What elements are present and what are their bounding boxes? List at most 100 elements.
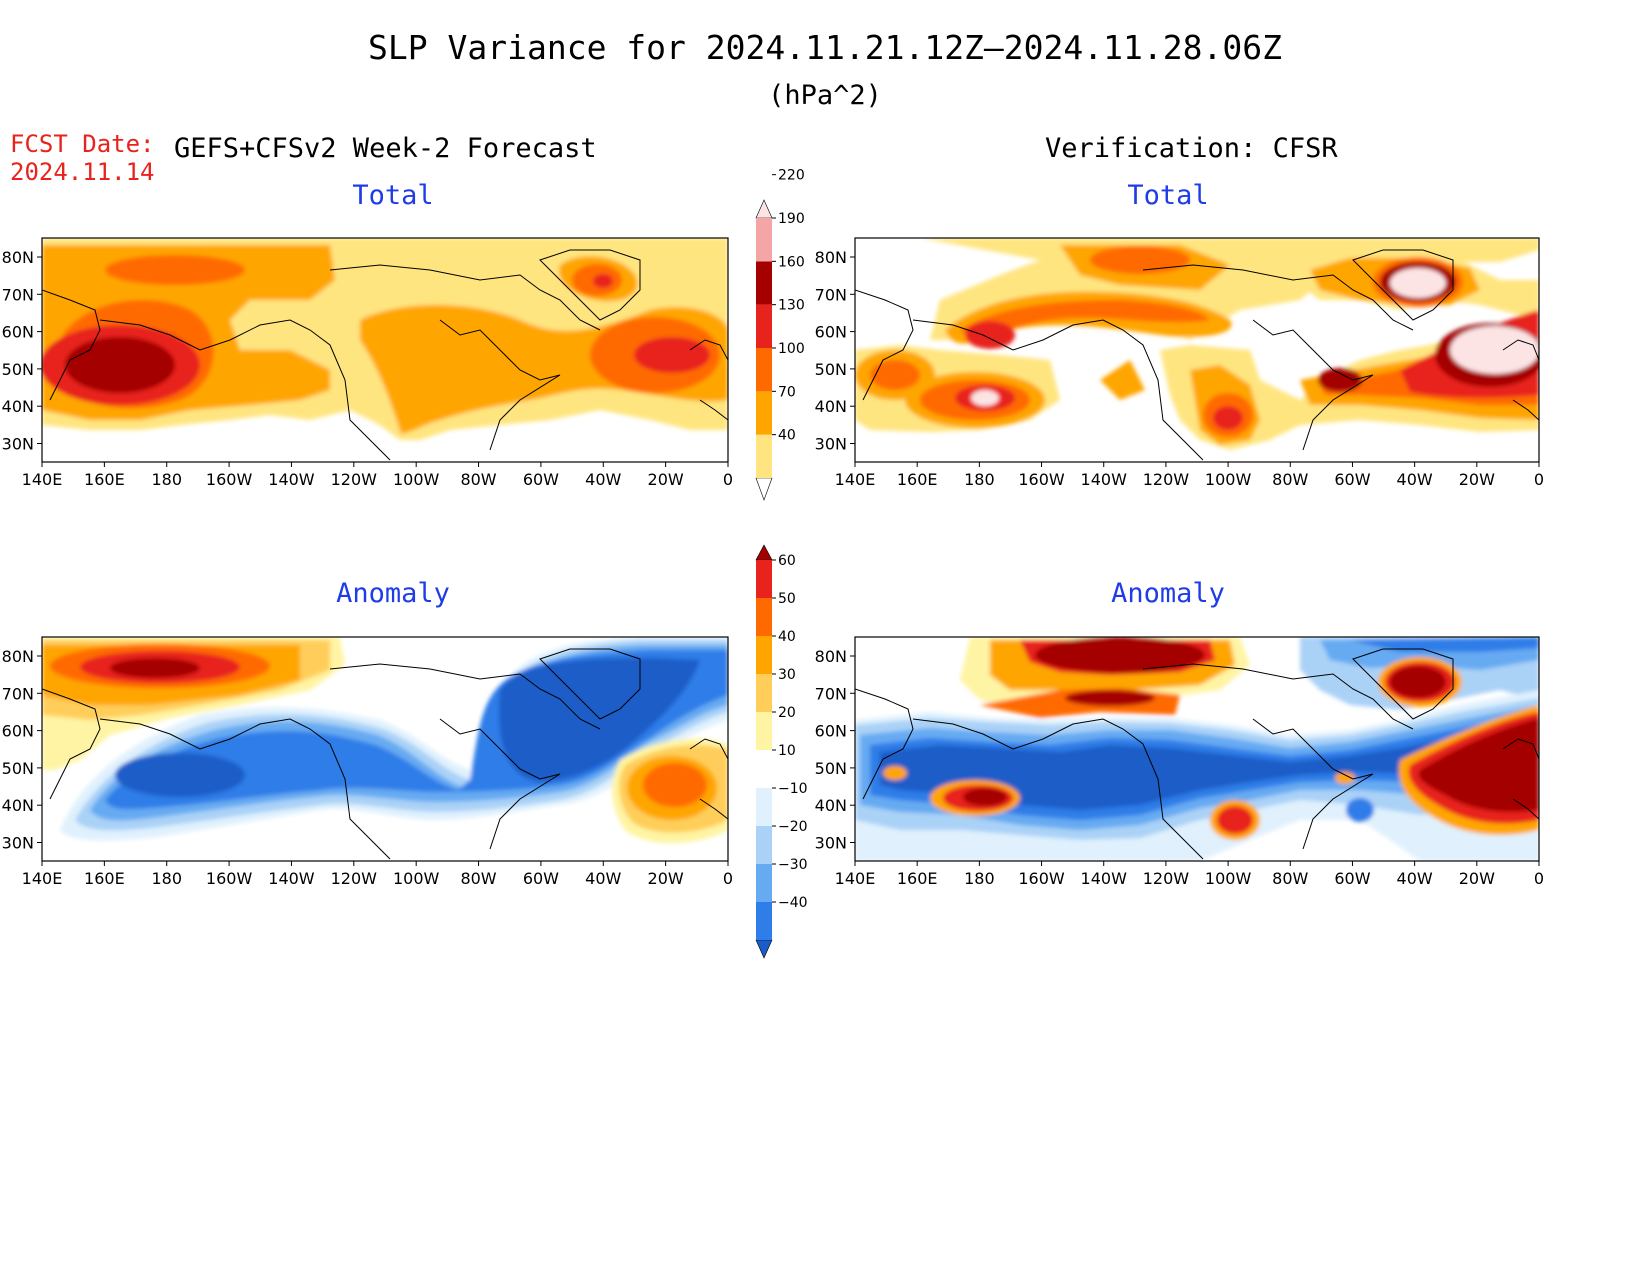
lat-tick-label: 30N [2, 834, 34, 853]
lon-tick-label: 60W [1334, 869, 1370, 888]
lon-tick-label: 160E [84, 470, 125, 489]
colorbar-cap-low [755, 939, 773, 959]
map-forecast-total [41, 237, 729, 463]
lon-axis-verification-total: 140E 160E 180 160W 140W 120W 100W 80W 60W 40W 20W 0 [835, 462, 1544, 489]
lat-tick-label: 40N [2, 397, 34, 416]
lon-tick-label: 40W [585, 869, 621, 888]
colorbar-swatch [756, 261, 772, 305]
lon-tick-label: 180 [151, 470, 182, 489]
colorbar-level-label: 20 [778, 705, 796, 721]
lon-tick-label: 120W [1143, 470, 1190, 489]
lat-tick-label: 60N [815, 323, 847, 342]
colorbar-swatch [756, 826, 772, 864]
field-verification-total [855, 238, 1539, 450]
lon-tick-label: 0 [1534, 869, 1544, 888]
colorbar-level-label: 70 [778, 384, 796, 400]
fcst-date: 2024.11.14 [10, 158, 155, 186]
lon-tick-label: 160W [1018, 869, 1065, 888]
lon-tick-label: 80W [460, 470, 496, 489]
fcst-date-label: FCST Date: [10, 130, 155, 158]
lat-tick-label: 30N [815, 435, 847, 454]
forecast-header: GEFS+CFSv2 Week-2 Forecast [174, 133, 597, 164]
lon-tick-label: 180 [964, 869, 995, 888]
lon-tick-label: 80W [1272, 869, 1308, 888]
lat-axis-verification-total: 80N 70N 60N 50N 40N 30N [815, 248, 855, 454]
frame-verification-anomaly [854, 636, 1540, 862]
lon-tick-label: 140W [268, 869, 315, 888]
lat-tick-label: 60N [815, 722, 847, 741]
lat-axis-forecast-total: 80N 70N 60N 50N 40N 30N [2, 248, 42, 454]
colorbar-level-label: 160 [778, 254, 805, 270]
lon-tick-label: 140W [1081, 869, 1128, 888]
colorbar-swatch [756, 750, 772, 788]
lon-tick-label: 40W [1397, 869, 1433, 888]
lon-tick-label: 100W [393, 470, 440, 489]
lon-tick-label: 0 [723, 470, 733, 489]
colorbar-swatch [756, 712, 772, 750]
colorbar-swatch [756, 434, 772, 478]
anomaly-colorbar: −40 −30 −20 −10 10 20 30 40 50 60 [755, 544, 808, 959]
lat-tick-label: 40N [815, 796, 847, 815]
verification-anomaly-title: Anomaly [1111, 578, 1225, 609]
map-forecast-anomaly [41, 636, 729, 862]
colorbar-swatch [756, 636, 772, 674]
lon-tick-label: 140W [268, 470, 315, 489]
lon-tick-label: 140E [22, 869, 63, 888]
lat-tick-label: 30N [815, 834, 847, 853]
verification-total-title: Total [1127, 180, 1209, 211]
lat-tick-label: 60N [2, 323, 34, 342]
lon-tick-label: 20W [648, 470, 684, 489]
colorbar-swatch [756, 304, 772, 348]
colorbar-level-label: 10 [778, 743, 796, 759]
lon-tick-label: 20W [648, 869, 684, 888]
lon-tick-label: 180 [151, 869, 182, 888]
field-forecast-total [42, 238, 728, 440]
lon-axis-forecast-anomaly: 140E 160E 180 160W 140W 120W 100W 80W 60W 40W 20W 0 [22, 861, 733, 888]
lat-tick-label: 40N [2, 796, 34, 815]
lon-tick-label: 120W [1143, 869, 1190, 888]
colorbar-swatch [756, 598, 772, 636]
lon-tick-label: 160W [1018, 470, 1065, 489]
lat-tick-label: 80N [815, 647, 847, 666]
lon-tick-label: 20W [1459, 470, 1495, 489]
colorbar-swatch [756, 348, 772, 392]
colorbar-level-label: 220 [778, 168, 805, 184]
lon-tick-label: 140E [835, 869, 876, 888]
colorbar-cap-low [755, 477, 773, 501]
lat-tick-label: 70N [815, 285, 847, 304]
lon-tick-label: 120W [331, 869, 378, 888]
lat-axis-verification-anomaly: 80N 70N 60N 50N 40N 30N [815, 647, 855, 853]
lon-tick-label: 140E [835, 470, 876, 489]
lat-axis-forecast-anomaly: 80N 70N 60N 50N 40N 30N [2, 647, 42, 853]
colorbar-level-label: −30 [778, 857, 808, 873]
colorbar-cap-high [755, 199, 773, 219]
colorbar-cap-high [755, 544, 773, 561]
lat-tick-label: 50N [2, 360, 34, 379]
lon-tick-label: 100W [1205, 470, 1252, 489]
lon-tick-label: 160W [206, 869, 253, 888]
colorbar-swatch [756, 902, 772, 940]
map-verification-anomaly [854, 636, 1540, 862]
lon-tick-label: 20W [1459, 869, 1495, 888]
forecast-total-title: Total [352, 180, 434, 211]
colorbar-level-label: 100 [778, 341, 805, 357]
lon-tick-label: 40W [1397, 470, 1433, 489]
lat-tick-label: 80N [815, 248, 847, 267]
lon-tick-label: 100W [1205, 869, 1252, 888]
colorbar-level-label: 50 [778, 591, 796, 607]
lon-tick-label: 160E [84, 869, 125, 888]
lon-tick-label: 140E [22, 470, 63, 489]
lat-tick-label: 60N [2, 722, 34, 741]
lon-tick-label: 160W [206, 470, 253, 489]
lon-tick-label: 0 [723, 869, 733, 888]
colorbar-swatch [756, 864, 772, 902]
coastlines [855, 249, 1539, 461]
lon-tick-label: 140W [1081, 470, 1128, 489]
colorbar-level-label: −40 [778, 895, 808, 911]
colorbar-swatch [756, 391, 772, 435]
coastlines [855, 648, 1539, 860]
lat-tick-label: 30N [2, 435, 34, 454]
main-title: SLP Variance for 2024.11.21.12Z–2024.11.… [368, 28, 1282, 67]
lat-tick-label: 80N [2, 647, 34, 666]
lon-tick-label: 160E [897, 470, 938, 489]
